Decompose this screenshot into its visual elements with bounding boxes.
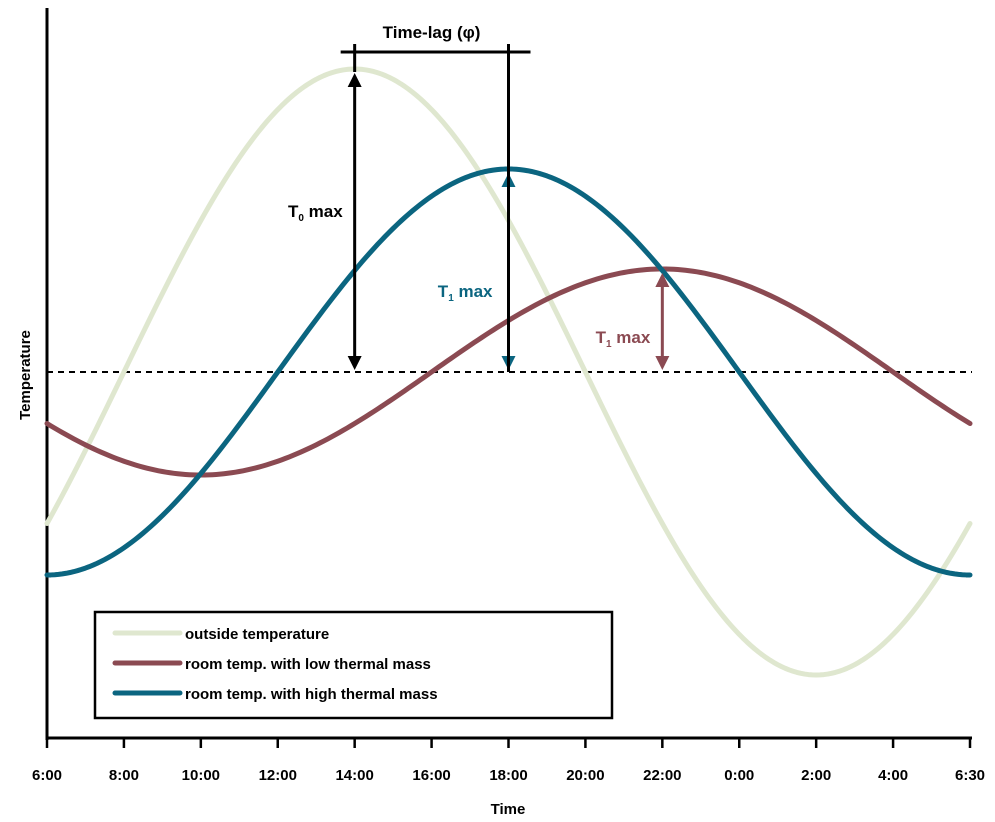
x-tick-label: 8:00 xyxy=(109,767,139,784)
time-lag-label: Time-lag (φ) xyxy=(383,23,481,42)
x-tick-label: 6:00 xyxy=(32,767,62,784)
t0-label: T0 max xyxy=(288,202,343,224)
x-tick-label: 18:00 xyxy=(489,767,527,784)
x-tick-label: 12:00 xyxy=(259,767,297,784)
t1-low-label: T1 max xyxy=(596,328,651,350)
legend-label-high-mass: room temp. with high thermal mass xyxy=(185,686,438,703)
legend: outside temperature room temp. with low … xyxy=(93,610,614,720)
x-tick-label: 22:00 xyxy=(643,767,681,784)
t1-high-label: T1 max xyxy=(438,282,493,304)
x-tick-label: 0:00 xyxy=(724,767,754,784)
legend-label-outside: outside temperature xyxy=(185,626,329,643)
y-axis-title: Temperature xyxy=(17,330,34,420)
x-tick-label: 10:00 xyxy=(182,767,220,784)
arrow-head xyxy=(655,272,670,287)
annotation-layer: T0 max T1 max T1 max Time-lag (φ) xyxy=(288,23,670,372)
arrow-head xyxy=(347,73,362,87)
x-tick-label: 20:00 xyxy=(566,767,604,784)
x-axis-title: Time xyxy=(491,801,526,818)
x-tick-label: 4:00 xyxy=(878,767,908,784)
legend-label-low-mass: room temp. with low thermal mass xyxy=(185,656,431,673)
x-tick-label: 6:30 xyxy=(955,767,985,784)
arrow-head xyxy=(347,356,362,370)
x-ticks: 6:00 8:00 10:00 12:00 14:00 16:00 18:00 20:00 22… xyxy=(32,738,985,784)
x-tick-label: 14:00 xyxy=(335,767,373,784)
x-tick-label: 16:00 xyxy=(412,767,450,784)
x-tick-label: 2:00 xyxy=(801,767,831,784)
arrow-head xyxy=(655,356,670,370)
